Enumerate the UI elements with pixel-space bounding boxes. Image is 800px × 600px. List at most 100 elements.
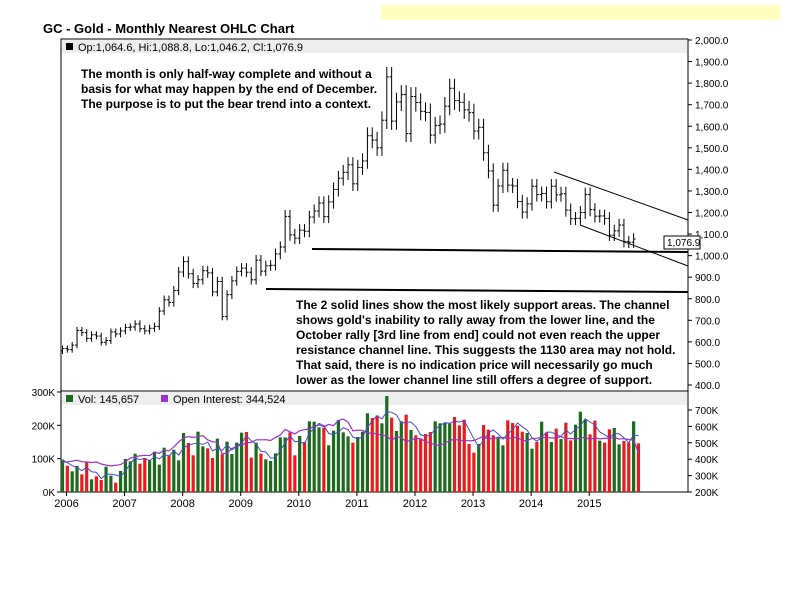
ohlc-bar <box>254 254 259 285</box>
ohlc-bar <box>70 341 75 353</box>
volume-bar <box>617 444 621 492</box>
x-tick-label: 2015 <box>577 498 601 510</box>
volume-bar <box>230 454 234 492</box>
ohlc-bar <box>442 97 447 133</box>
ohlc-bar <box>592 203 597 223</box>
ohlc-bar <box>534 179 539 202</box>
volume-bar <box>515 425 520 492</box>
volume-bar <box>283 437 287 492</box>
volume-bar <box>298 436 302 492</box>
x-tick-label: 2012 <box>403 498 427 510</box>
ohlc-bar <box>249 267 254 285</box>
ohlc-bar <box>326 195 331 223</box>
volume-bar <box>457 425 461 492</box>
volume-y-tick-label: 200K <box>32 421 56 432</box>
ohlc-bar <box>486 144 491 179</box>
ohlc-bar <box>520 194 525 219</box>
volume-bar <box>549 442 553 492</box>
volume-bar <box>152 451 157 492</box>
volume-bar <box>496 436 500 492</box>
ohlc-bar <box>278 241 283 260</box>
ohlc-bar <box>321 196 326 223</box>
ohlc-bar <box>137 320 142 333</box>
volume-bar <box>244 432 249 492</box>
volume-bar <box>501 445 505 492</box>
price-y-axis: 2,000.0 1,900.0 1,800.0 1,700.0 1,600.0 1,500… <box>688 36 729 392</box>
volume-bar <box>544 432 549 492</box>
ohlc-bar <box>341 164 346 186</box>
ohlc-bar <box>75 326 80 349</box>
price-y-tick-label: 1,400.0 <box>695 165 729 176</box>
ohlc-bar <box>505 162 510 193</box>
volume-bar <box>636 443 641 492</box>
volume-bar <box>278 437 282 492</box>
ohlc-bar <box>176 267 181 296</box>
ohlc-bar <box>428 103 433 144</box>
x-tick-label: 2013 <box>461 498 485 510</box>
ohlc-bar <box>491 163 496 212</box>
open-interest-line <box>62 418 640 467</box>
x-axis: 2006 2007 2008 2009 2010 2011 2012 2013 2014 2015 <box>54 492 601 510</box>
price-y-tick-label: 1,100.0 <box>695 230 729 241</box>
ohlc-bar <box>171 286 176 307</box>
ohlc-bar <box>399 85 404 112</box>
volume-bar <box>632 421 636 492</box>
ohlc-bar <box>89 331 94 342</box>
ohlc-bar <box>617 218 622 237</box>
price-legend-text: Op:1,064.6, Hi:1,088.8, Lo:1,046.2, Cl:1… <box>78 42 303 54</box>
volume-bar <box>414 435 418 492</box>
volume-bar <box>269 461 273 492</box>
ohlc-bar <box>287 210 292 241</box>
oi-y-tick-label: 600K <box>695 422 719 433</box>
volume-bar <box>409 430 413 492</box>
price-y-tick-label: 1,800.0 <box>695 79 729 90</box>
ohlc-bar <box>191 268 196 289</box>
annotation-top: The month is only half-way complete and … <box>81 67 378 111</box>
ohlc-bar <box>476 118 481 140</box>
ohlc-bar <box>181 256 186 277</box>
volume-bar <box>540 421 544 492</box>
volume-bar <box>162 447 166 492</box>
price-y-tick-label: 1,200.0 <box>695 209 729 220</box>
price-y-tick-label: 1,000.0 <box>695 252 729 263</box>
volume-bar <box>317 427 321 492</box>
ohlc-bar <box>104 337 109 346</box>
ohlc-bar <box>220 276 225 321</box>
volume-average-line <box>62 411 639 480</box>
ohlc-bar <box>418 93 423 121</box>
volume-bar <box>569 440 573 492</box>
ohlc-bar <box>370 127 375 149</box>
ohlc-bar <box>597 209 602 223</box>
ohlc-bar <box>312 204 317 224</box>
ohlc-bar <box>94 331 99 340</box>
ohlc-bar <box>196 274 201 289</box>
ohlc-bar <box>510 177 515 194</box>
ohlc-bar <box>65 345 70 353</box>
ohlc-bar <box>563 186 568 217</box>
volume-bar <box>423 434 428 492</box>
volume-bar <box>177 460 181 492</box>
volume-bar <box>138 463 142 492</box>
ohlc-bar <box>205 265 210 278</box>
volume-bar <box>143 458 147 492</box>
ohlc-bar <box>108 328 113 344</box>
volume-bar <box>128 461 132 492</box>
volume-bar <box>380 423 384 492</box>
ohlc-bar <box>84 329 89 342</box>
ohlc-bar <box>467 100 472 122</box>
volume-legend-text: Vol: 145,657 <box>78 394 139 406</box>
volume-bar <box>196 431 200 492</box>
ohlc-bar <box>525 197 530 219</box>
ohlc-bar <box>302 224 307 238</box>
volume-bar <box>235 442 239 492</box>
volume-legend-bar <box>62 392 687 405</box>
ohlc-bar <box>317 196 322 218</box>
volume-bar <box>506 420 510 492</box>
volume-bar <box>60 459 65 492</box>
ohlc-bar <box>350 157 355 192</box>
volume-bar <box>385 396 389 492</box>
ohlc-bar <box>559 186 564 202</box>
volume-bar <box>85 461 89 492</box>
volume-bar <box>225 441 229 492</box>
volume-bar <box>89 479 94 492</box>
